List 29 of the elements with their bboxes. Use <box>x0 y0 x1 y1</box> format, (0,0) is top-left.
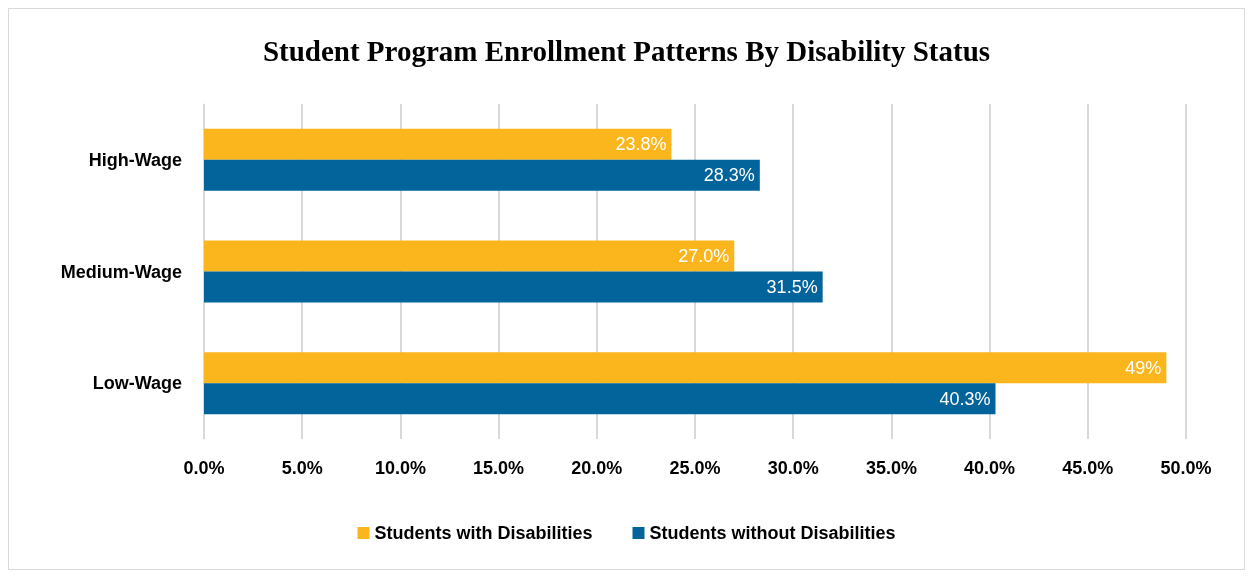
x-tick-label: 20.0% <box>571 458 623 478</box>
data-label: 28.3% <box>703 165 755 186</box>
data-label: 27.0% <box>678 246 730 266</box>
data-label: 23.8% <box>615 134 667 155</box>
data-label: 40.3% <box>939 388 991 409</box>
x-tick-label: 10.0% <box>374 458 426 478</box>
y-tick-label: Medium-Wage <box>60 261 182 282</box>
x-tick-label: 0.0% <box>183 458 225 478</box>
chart-title: Student Program Enrollment Patterns By Disability Status <box>262 34 991 67</box>
legend-label: Students without Disabilities <box>649 523 896 543</box>
bar <box>204 159 760 191</box>
legend-label: Students with Disabilities <box>374 523 593 543</box>
x-tick-label: 40.0% <box>964 458 1016 478</box>
bar <box>204 271 823 303</box>
data-label: 49% <box>1125 357 1162 378</box>
x-tick-label: 30.0% <box>767 458 819 478</box>
x-tick-label: 45.0% <box>1062 458 1114 478</box>
bar <box>204 240 735 272</box>
x-tick-label: 25.0% <box>669 458 721 478</box>
bar <box>204 352 1167 384</box>
x-tick-label: 15.0% <box>473 458 525 478</box>
x-tick-label: 50.0% <box>1160 458 1212 478</box>
bar <box>204 383 996 415</box>
x-tick-label: 35.0% <box>865 458 917 478</box>
bar <box>204 128 672 160</box>
data-label: 31.5% <box>766 277 818 297</box>
y-tick-label: High-Wage <box>88 149 182 170</box>
x-tick-label: 5.0% <box>281 458 323 478</box>
y-tick-label: Low-Wage <box>92 373 182 394</box>
